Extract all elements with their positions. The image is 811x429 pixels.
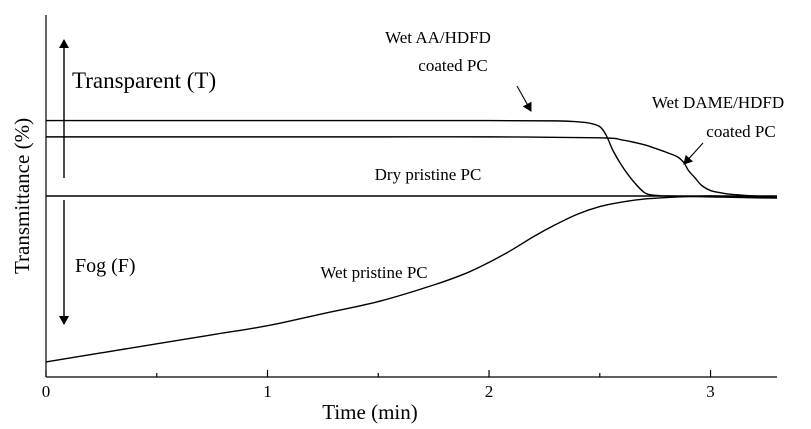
x-axis-title: Time (min) [322, 400, 417, 424]
aa-pointer [516, 85, 532, 112]
series-wet-pristine [45, 195, 778, 363]
dame-label-line1: Wet DAME/HDFD [652, 93, 784, 112]
x-tick-label: 2 [485, 382, 494, 401]
transparent-label: Transparent (T) [72, 68, 216, 93]
aa-label-line1: Wet AA/HDFD [385, 28, 491, 47]
aa-label-line2: coated PC [418, 56, 487, 75]
fog-label: Fog (F) [75, 255, 136, 277]
x-tick-label: 1 [263, 382, 272, 401]
dame-label-line2: coated PC [706, 122, 775, 141]
series-group [45, 119, 778, 363]
series-aa-hdfd [45, 119, 778, 199]
y-axis-title: Transmittance (%) [10, 118, 34, 274]
x-tick-label: 0 [42, 382, 51, 401]
x-tick-label: 3 [706, 382, 715, 401]
dry-label: Dry pristine PC [375, 165, 482, 184]
x-ticks: 0 1 2 3 [42, 370, 715, 401]
series-dame-hdfd [46, 136, 778, 199]
dame-pointer [683, 142, 704, 165]
wet-label: Wet pristine PC [320, 263, 427, 282]
